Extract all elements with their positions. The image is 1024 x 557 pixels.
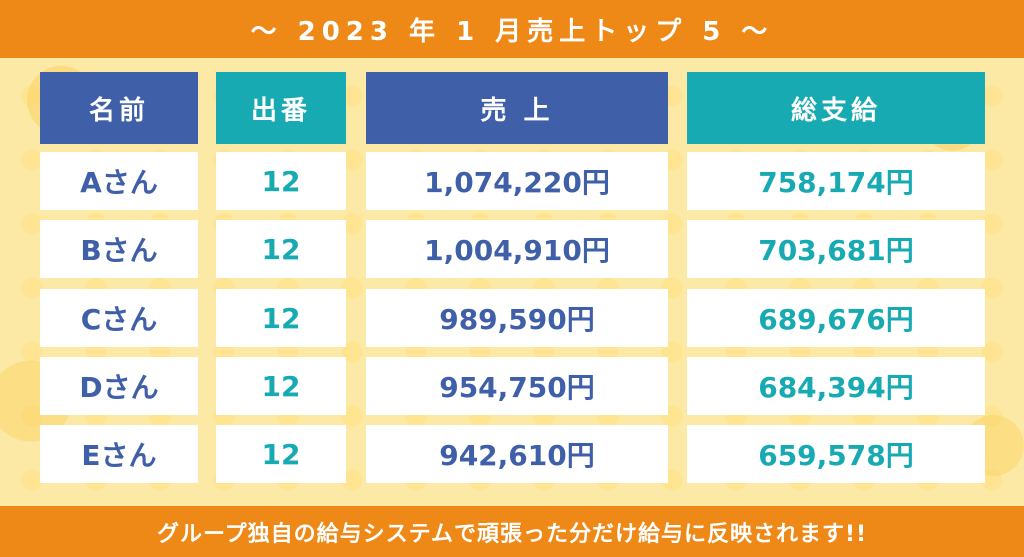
table-cell-sales: 989,590円 [366, 289, 668, 347]
table-cell-count: 12 [216, 289, 346, 347]
table-cell-sales: 954,750円 [366, 357, 668, 415]
table-cell-sales: 1,074,220円 [366, 152, 668, 210]
table-cell-name: Aさん [40, 152, 198, 210]
header-pay: 総支給 [687, 72, 985, 144]
table-cell-count: 12 [216, 425, 346, 483]
table-cell-count: 12 [216, 152, 346, 210]
header-sales: 売 上 [366, 72, 668, 144]
table-cell-name: Dさん [40, 357, 198, 415]
table-cell-sales: 942,610円 [366, 425, 668, 483]
header-name: 名前 [40, 72, 198, 144]
table-cell-count: 12 [216, 220, 346, 278]
table-cell-name: Bさん [40, 220, 198, 278]
table-cell-pay: 703,681円 [687, 220, 985, 278]
page-title: ～ 2023 年 1 月売上トップ 5 ～ [250, 16, 774, 47]
table-cell-pay: 689,676円 [687, 289, 985, 347]
table-cell-name: Cさん [40, 289, 198, 347]
table-cell-name: Eさん [40, 425, 198, 483]
table-cell-pay: 659,578円 [687, 425, 985, 483]
footer-banner: グループ独自の給与システムで頑張った分だけ給与に反映されます!! [0, 506, 1024, 557]
table-cell-pay: 684,394円 [687, 357, 985, 415]
footer-note: グループ独自の給与システムで頑張った分だけ給与に反映されます!! [156, 521, 868, 547]
table-cell-pay: 758,174円 [687, 152, 985, 210]
header-count: 出番 [216, 72, 346, 144]
title-banner: ～ 2023 年 1 月売上トップ 5 ～ [0, 0, 1024, 58]
table-cell-sales: 1,004,910円 [366, 220, 668, 278]
table-cell-count: 12 [216, 357, 346, 415]
